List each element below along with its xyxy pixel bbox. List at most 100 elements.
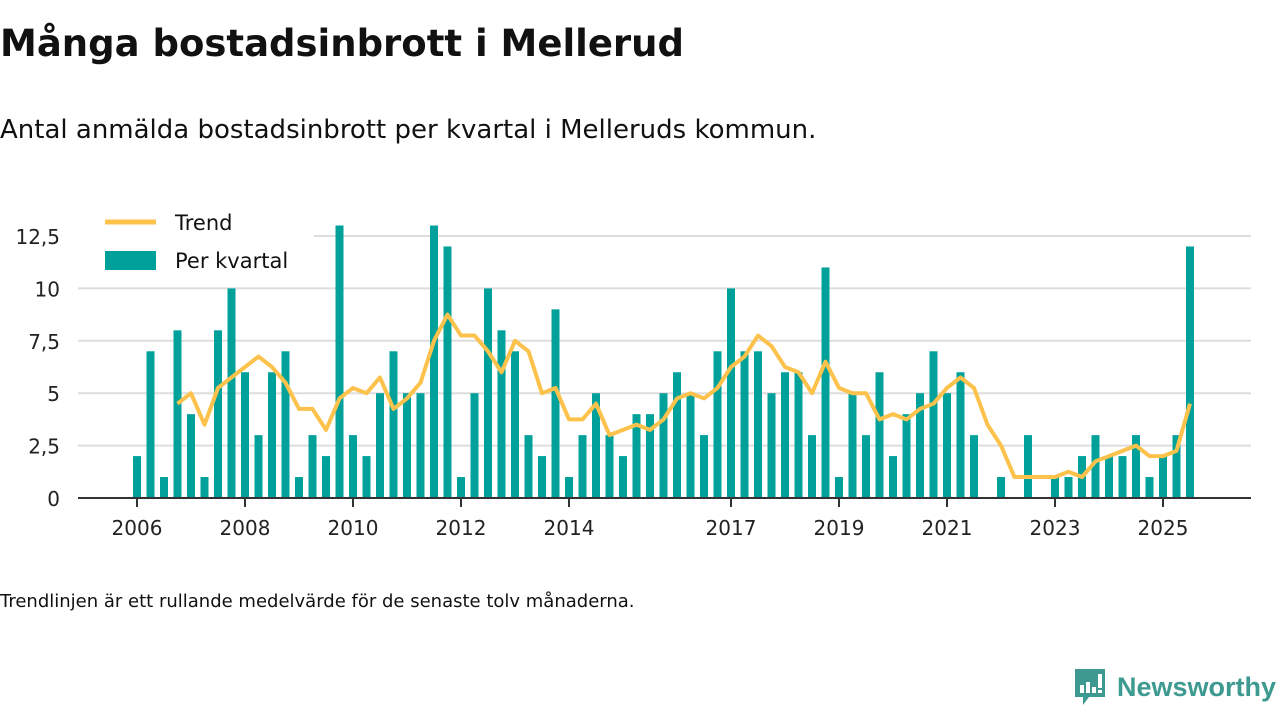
bar (970, 435, 978, 498)
bar (673, 372, 681, 498)
bar (335, 225, 344, 498)
bar (808, 435, 816, 498)
bar (1145, 477, 1154, 498)
bar (929, 351, 938, 498)
bar (619, 456, 627, 498)
bar (1091, 435, 1100, 498)
bar (605, 435, 614, 498)
bar (403, 393, 411, 498)
bar (160, 477, 168, 498)
x-tick-label: 2019 (814, 516, 865, 540)
x-axis-ticks: 2006 2008 2010 2012 2014 2017 2019 2021 2023 2025 (112, 498, 1189, 540)
bar (538, 456, 546, 498)
bar (497, 330, 506, 498)
x-tick-label: 2025 (1138, 516, 1189, 540)
bar (281, 351, 290, 498)
bar (875, 372, 884, 498)
bar (349, 435, 357, 498)
bar (1159, 456, 1167, 498)
bar (997, 477, 1005, 498)
bar (551, 309, 560, 498)
bar (443, 246, 452, 498)
bar (956, 372, 965, 498)
bar (1118, 456, 1127, 498)
bar (862, 435, 870, 498)
bar (484, 288, 492, 498)
legend-bar-swatch (105, 251, 156, 270)
bar (727, 288, 735, 498)
y-tick-label: 10 (35, 277, 60, 301)
bar (632, 414, 641, 498)
bar (1051, 477, 1059, 498)
bar (1172, 435, 1181, 498)
legend-trend-label: Trend (174, 211, 232, 235)
bar (146, 351, 155, 498)
brand-name: Newsworthy (1117, 671, 1277, 702)
bar (578, 435, 587, 498)
y-tick-label: 5 (47, 382, 60, 406)
legend-bar-label: Per kvartal (175, 249, 288, 273)
bar (943, 393, 951, 498)
chart-subtitle: Antal anmälda bostadsinbrott per kvartal… (0, 115, 817, 145)
bar (781, 372, 789, 498)
bar (322, 456, 330, 498)
bar (200, 477, 209, 498)
bar (430, 225, 438, 498)
bar (133, 456, 141, 498)
bar (470, 393, 479, 498)
bar (889, 456, 897, 498)
bar (1064, 477, 1073, 498)
x-tick-label: 2021 (922, 516, 973, 540)
bar (754, 351, 762, 498)
newsworthy-logo: Newsworthy (1073, 667, 1276, 707)
bar (524, 435, 533, 498)
bar (565, 477, 573, 498)
y-tick-label: 2,5 (28, 435, 60, 459)
bar (173, 330, 182, 498)
bar (214, 330, 222, 498)
bar (767, 393, 776, 498)
legend: Trend Per kvartal (78, 205, 314, 285)
bar (794, 372, 803, 498)
bar (740, 351, 749, 498)
bar (848, 393, 857, 498)
bar (646, 414, 654, 498)
bar (227, 288, 236, 498)
bar (835, 477, 843, 498)
bar (457, 477, 465, 498)
bars (133, 225, 1194, 498)
x-tick-label: 2008 (220, 516, 271, 540)
bar (241, 372, 249, 498)
bar (254, 435, 263, 498)
bar (416, 393, 425, 498)
bar (376, 393, 384, 498)
footnote: Trendlinjen är ett rullande medelvärde f… (0, 591, 635, 612)
bar (821, 267, 830, 498)
chart-title: Många bostadsinbrott i Mellerud (0, 22, 684, 65)
trend-line (176, 312, 1192, 480)
bar (902, 414, 911, 498)
y-tick-label: 12,5 (15, 225, 60, 249)
bar (511, 351, 519, 498)
y-axis-labels: 0 2,5 5 7,5 10 12,5 (15, 225, 60, 511)
bar (1186, 246, 1194, 498)
bar (308, 435, 317, 498)
bar (389, 351, 398, 498)
bar (916, 393, 924, 498)
y-tick-label: 0 (47, 487, 60, 511)
bar (187, 414, 195, 498)
x-tick-label: 2006 (112, 516, 163, 540)
bar (362, 456, 371, 498)
bar (686, 393, 695, 498)
newsworthy-logo-icon (1075, 669, 1105, 705)
x-tick-label: 2023 (1030, 516, 1081, 540)
bar (659, 393, 668, 498)
x-tick-label: 2012 (436, 516, 487, 540)
bar (295, 477, 303, 498)
bar (1105, 456, 1113, 498)
bar (592, 393, 600, 498)
bar (268, 372, 276, 498)
x-tick-label: 2017 (706, 516, 757, 540)
bar (1132, 435, 1140, 498)
